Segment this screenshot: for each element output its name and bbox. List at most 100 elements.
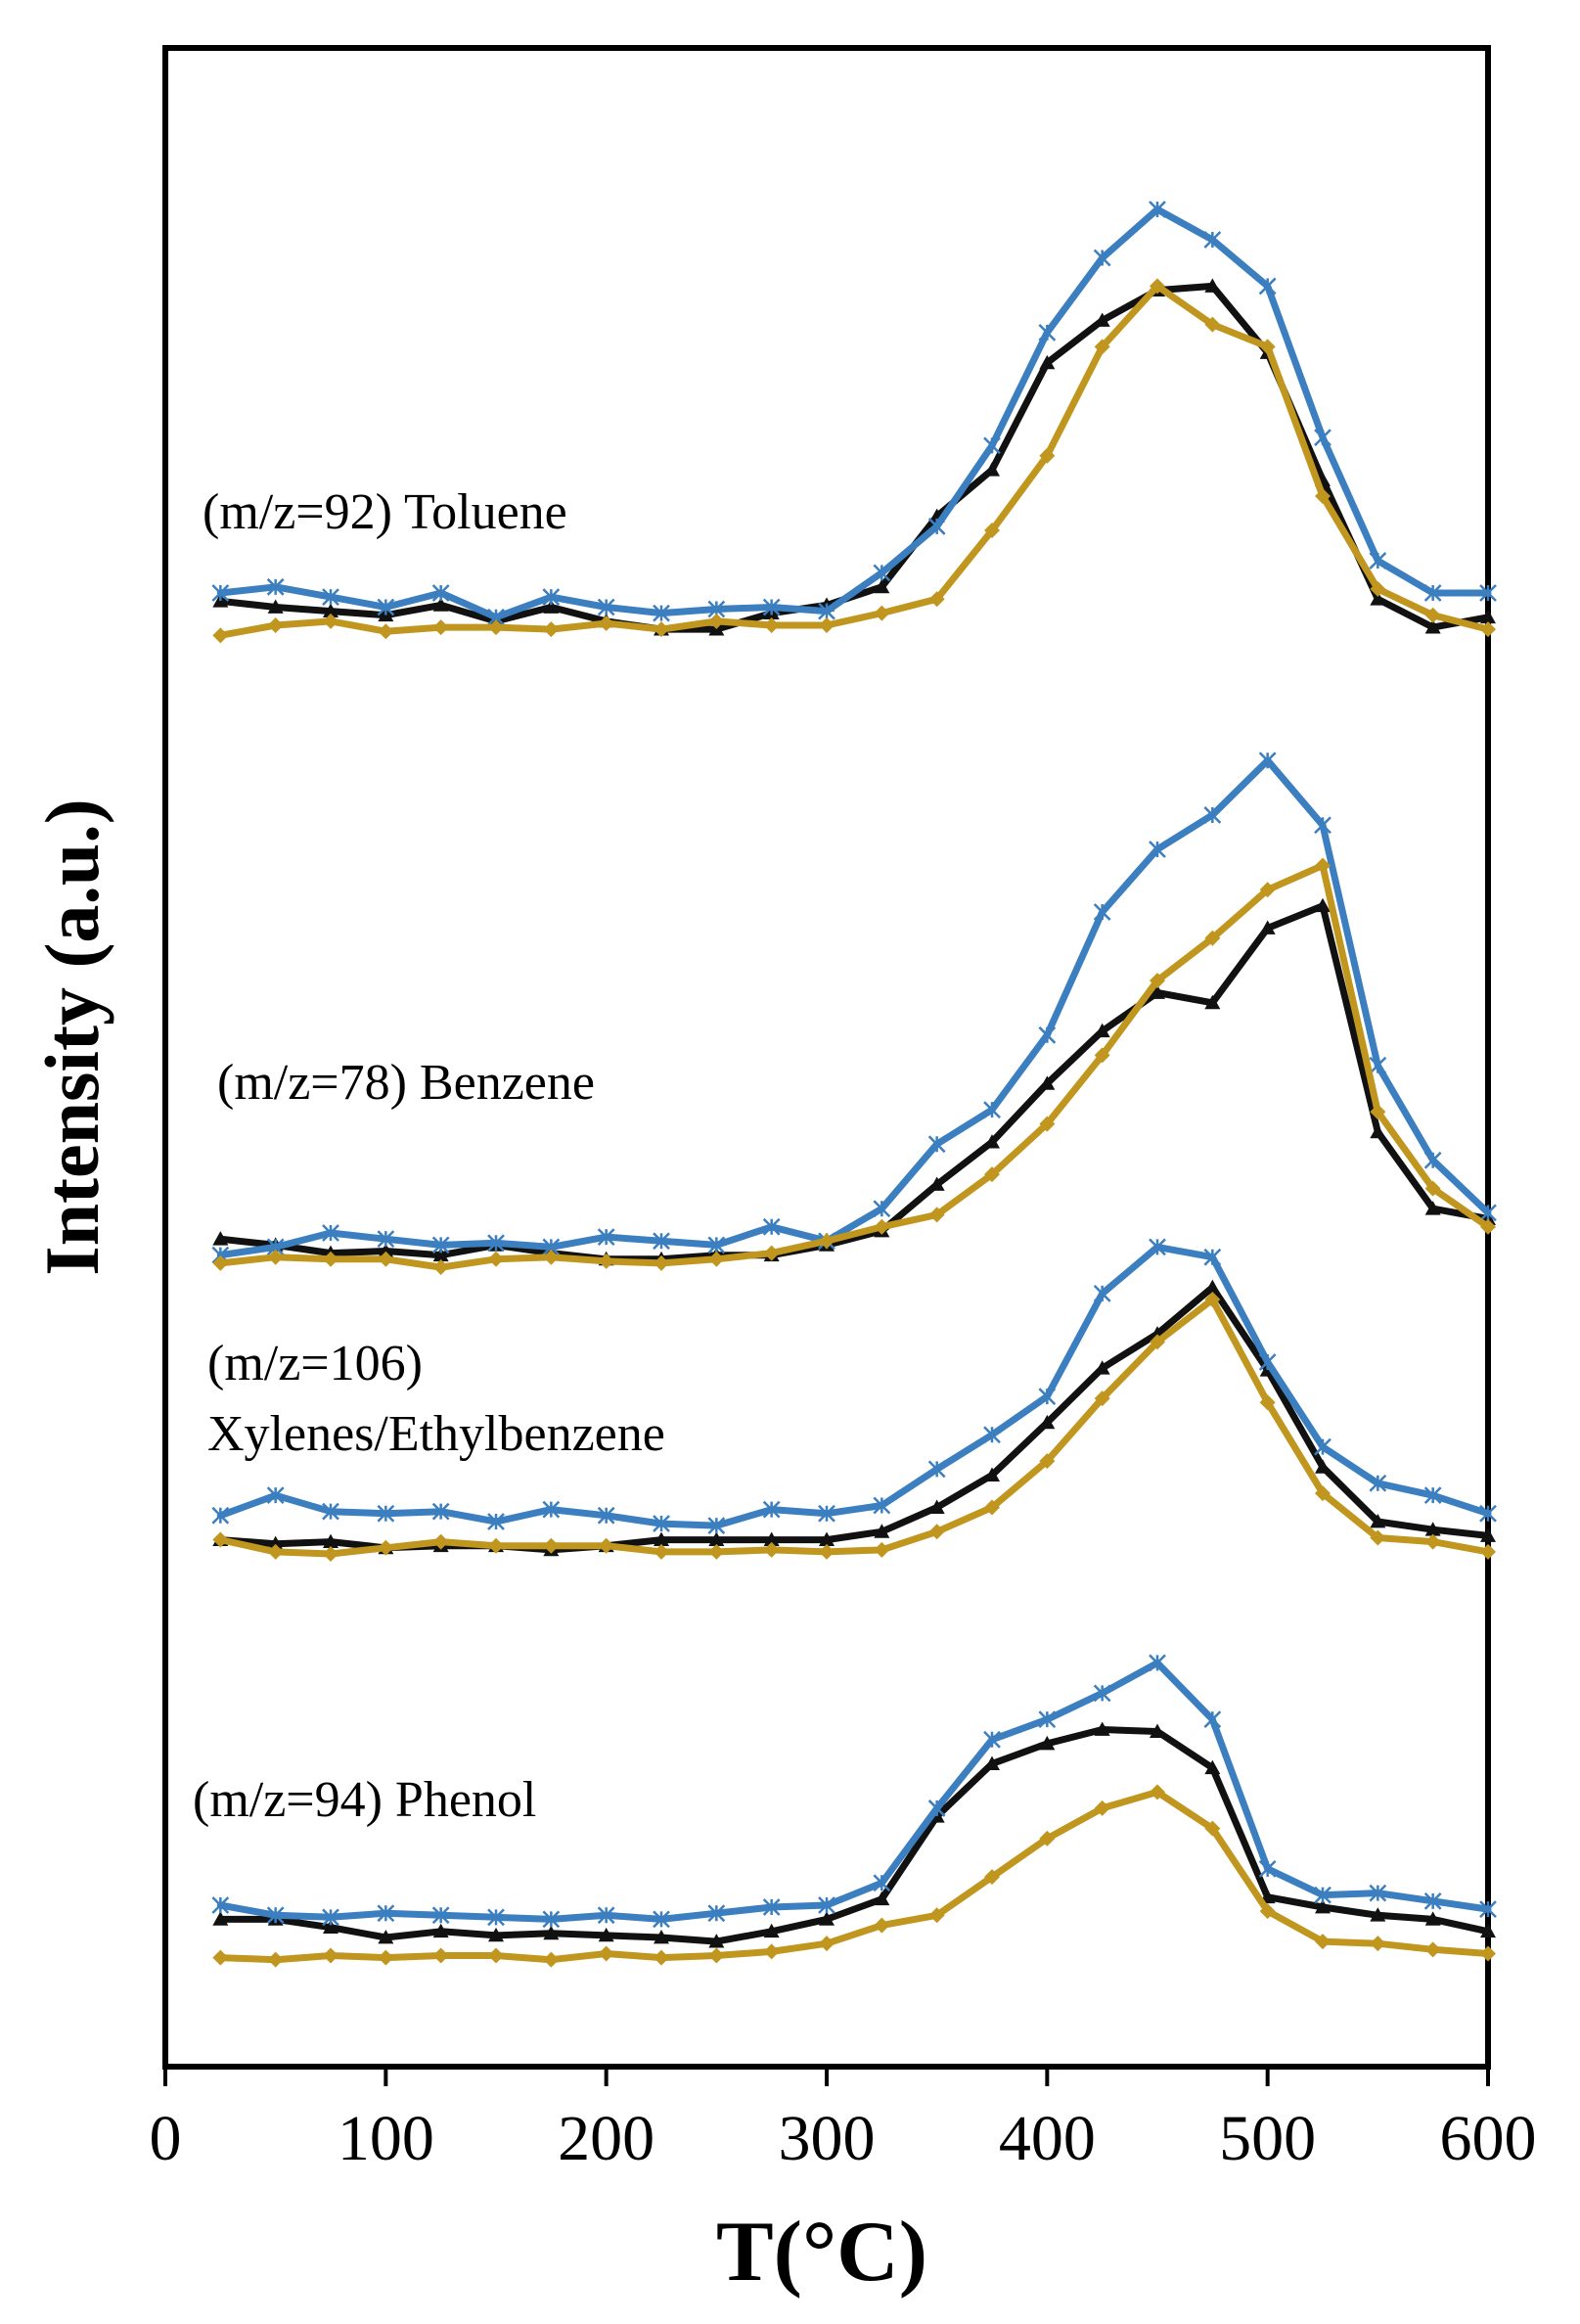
data-point [543, 1537, 560, 1554]
series-line-3-black [216, 1726, 1492, 1945]
data-point [1204, 1279, 1221, 1295]
data-point [818, 1504, 835, 1523]
data-point [542, 588, 561, 607]
data-point [1423, 1486, 1442, 1505]
data-point [212, 1254, 229, 1271]
data-point [323, 603, 339, 617]
data-point [1204, 1292, 1221, 1308]
data-point [378, 1949, 394, 1966]
data-point [1480, 1945, 1496, 1962]
data-point [212, 1231, 229, 1246]
data-point [1149, 201, 1166, 218]
series-line-0-blue [216, 205, 1492, 621]
data-point [1480, 1527, 1496, 1542]
data-point [1480, 621, 1496, 638]
data-point [1203, 1710, 1222, 1729]
data-point [819, 1233, 835, 1250]
data-point [654, 1543, 669, 1560]
data-point [1424, 1911, 1441, 1926]
data-point [598, 1537, 614, 1554]
data-point [1480, 609, 1496, 624]
data-point [212, 1911, 229, 1926]
data-point [1150, 984, 1165, 999]
data-point [983, 1426, 1001, 1444]
data-point [1039, 1116, 1056, 1132]
data-point [708, 613, 725, 629]
data-point [598, 1253, 614, 1269]
data-point [763, 1531, 780, 1546]
data-point [1480, 1218, 1496, 1235]
data-point [1094, 312, 1110, 327]
data-point [762, 1217, 781, 1236]
data-point [1094, 1360, 1110, 1375]
data-point [266, 1486, 285, 1505]
data-point [1038, 1388, 1057, 1405]
data-point [1314, 1437, 1332, 1456]
data-point [1038, 323, 1057, 342]
data-point [432, 1533, 449, 1550]
data-point [378, 623, 394, 640]
data-point [488, 1947, 504, 1964]
data-point [323, 1919, 339, 1935]
group-label: Xylenes/Ethylbenzene [207, 1406, 665, 1462]
y-axis-title: Intensity (a.u.) [29, 798, 114, 1276]
data-point [543, 621, 560, 638]
data-point [211, 1896, 230, 1914]
data-point [1423, 1891, 1442, 1910]
data-point [1204, 1759, 1221, 1775]
data-point [1315, 897, 1331, 913]
data-point [708, 1531, 725, 1546]
data-point [1203, 1248, 1222, 1266]
data-point [819, 1911, 835, 1926]
data-point [1093, 249, 1111, 267]
data-point [1204, 1820, 1221, 1837]
data-point [928, 1499, 945, 1514]
data-point [927, 1460, 946, 1479]
data-point [267, 617, 284, 634]
data-point [378, 1243, 394, 1257]
data-point [708, 1934, 725, 1948]
x-tick-label: 200 [558, 2103, 655, 2174]
x-tick-label: 0 [150, 2103, 182, 2174]
data-point [762, 598, 781, 616]
data-point [819, 1543, 835, 1560]
data-point [212, 627, 229, 644]
data-point [763, 1943, 780, 1960]
data-point [1149, 1238, 1166, 1256]
data-point [819, 1936, 835, 1952]
group-label: (m/z=78) Benzene [217, 1055, 595, 1111]
data-point [378, 1539, 394, 1556]
x-tick-label: 400 [999, 2103, 1096, 2174]
series-line-2-blue [216, 1243, 1492, 1529]
x-tick-label: 100 [338, 2103, 434, 2174]
data-point [323, 1251, 339, 1267]
data-point [984, 1869, 1000, 1886]
data-point [487, 1234, 505, 1253]
data-point [543, 1249, 560, 1265]
data-point [984, 462, 1000, 477]
data-point [707, 1904, 726, 1923]
data-point [267, 1249, 284, 1265]
data-point [1094, 1721, 1110, 1736]
data-point [1204, 278, 1221, 293]
data-point [1038, 1710, 1057, 1729]
data-point [543, 599, 560, 614]
data-point [1370, 1104, 1386, 1120]
data-point [1094, 1390, 1110, 1407]
group-label: (m/z=106) [207, 1336, 423, 1391]
data-point [432, 1947, 449, 1964]
data-point [1203, 231, 1222, 249]
data-point [1259, 1394, 1276, 1411]
data-point [984, 1499, 1000, 1516]
data-point [928, 591, 945, 608]
data-point [432, 619, 449, 636]
data-point [1258, 1353, 1277, 1371]
data-point [1094, 1800, 1110, 1816]
data-point [928, 1524, 945, 1540]
data-point [1150, 278, 1165, 295]
data-point [874, 1218, 890, 1235]
data-point [874, 578, 890, 594]
x-tick-label: 500 [1219, 2103, 1316, 2174]
data-point [212, 1531, 229, 1548]
data-point [1369, 1056, 1387, 1074]
